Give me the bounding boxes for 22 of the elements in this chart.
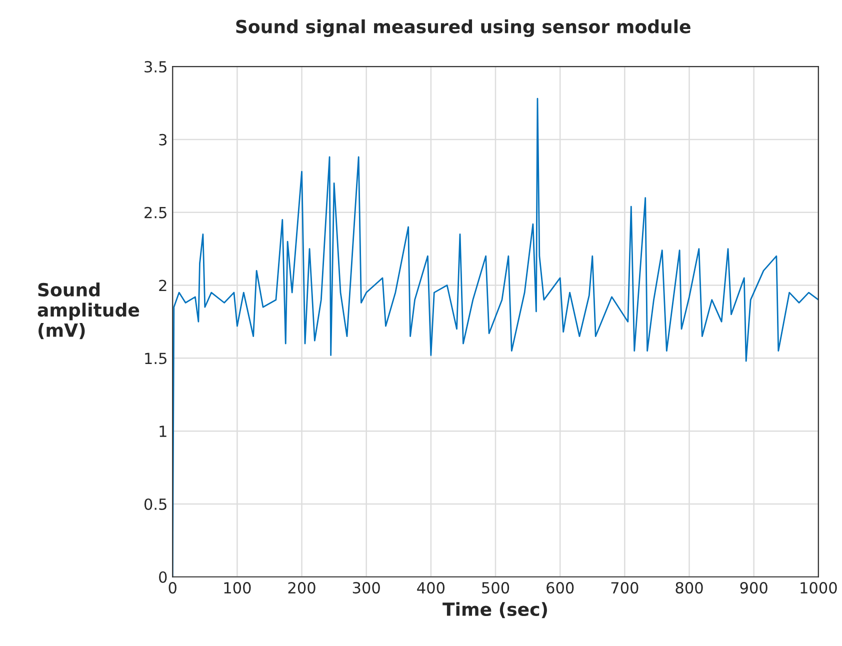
- y-tick-label: 0: [159, 571, 167, 583]
- x-tick-label: 300: [352, 582, 380, 594]
- x-tick-label: 100: [224, 582, 251, 594]
- y-axis-title: Sound amplitude (mV): [38, 282, 140, 340]
- x-tick-label: 0: [168, 582, 176, 594]
- x-tick-label: 600: [546, 582, 574, 594]
- x-tick-label: 800: [676, 582, 703, 594]
- y-tick-label: 0.5: [144, 498, 166, 510]
- x-tick-label: 400: [417, 582, 444, 594]
- y-tick-label: 1.5: [145, 352, 166, 364]
- y-tick-label: 2.5: [144, 206, 166, 218]
- x-tick-label: 1000: [800, 582, 837, 594]
- y-tick-label: 3: [159, 134, 167, 146]
- x-tick-label: 700: [611, 582, 638, 594]
- y-tick-label: 1: [160, 426, 166, 437]
- x-tick-label: 900: [740, 582, 768, 594]
- y-tick-label: 3.5: [144, 61, 166, 73]
- y-tick-label: 2: [159, 280, 166, 292]
- x-tick-label: 500: [482, 582, 510, 594]
- chart-title: Sound signal measured using sensor module: [236, 19, 690, 37]
- x-axis-title: Time (sec): [442, 602, 547, 618]
- x-tick-label: 200: [288, 582, 316, 594]
